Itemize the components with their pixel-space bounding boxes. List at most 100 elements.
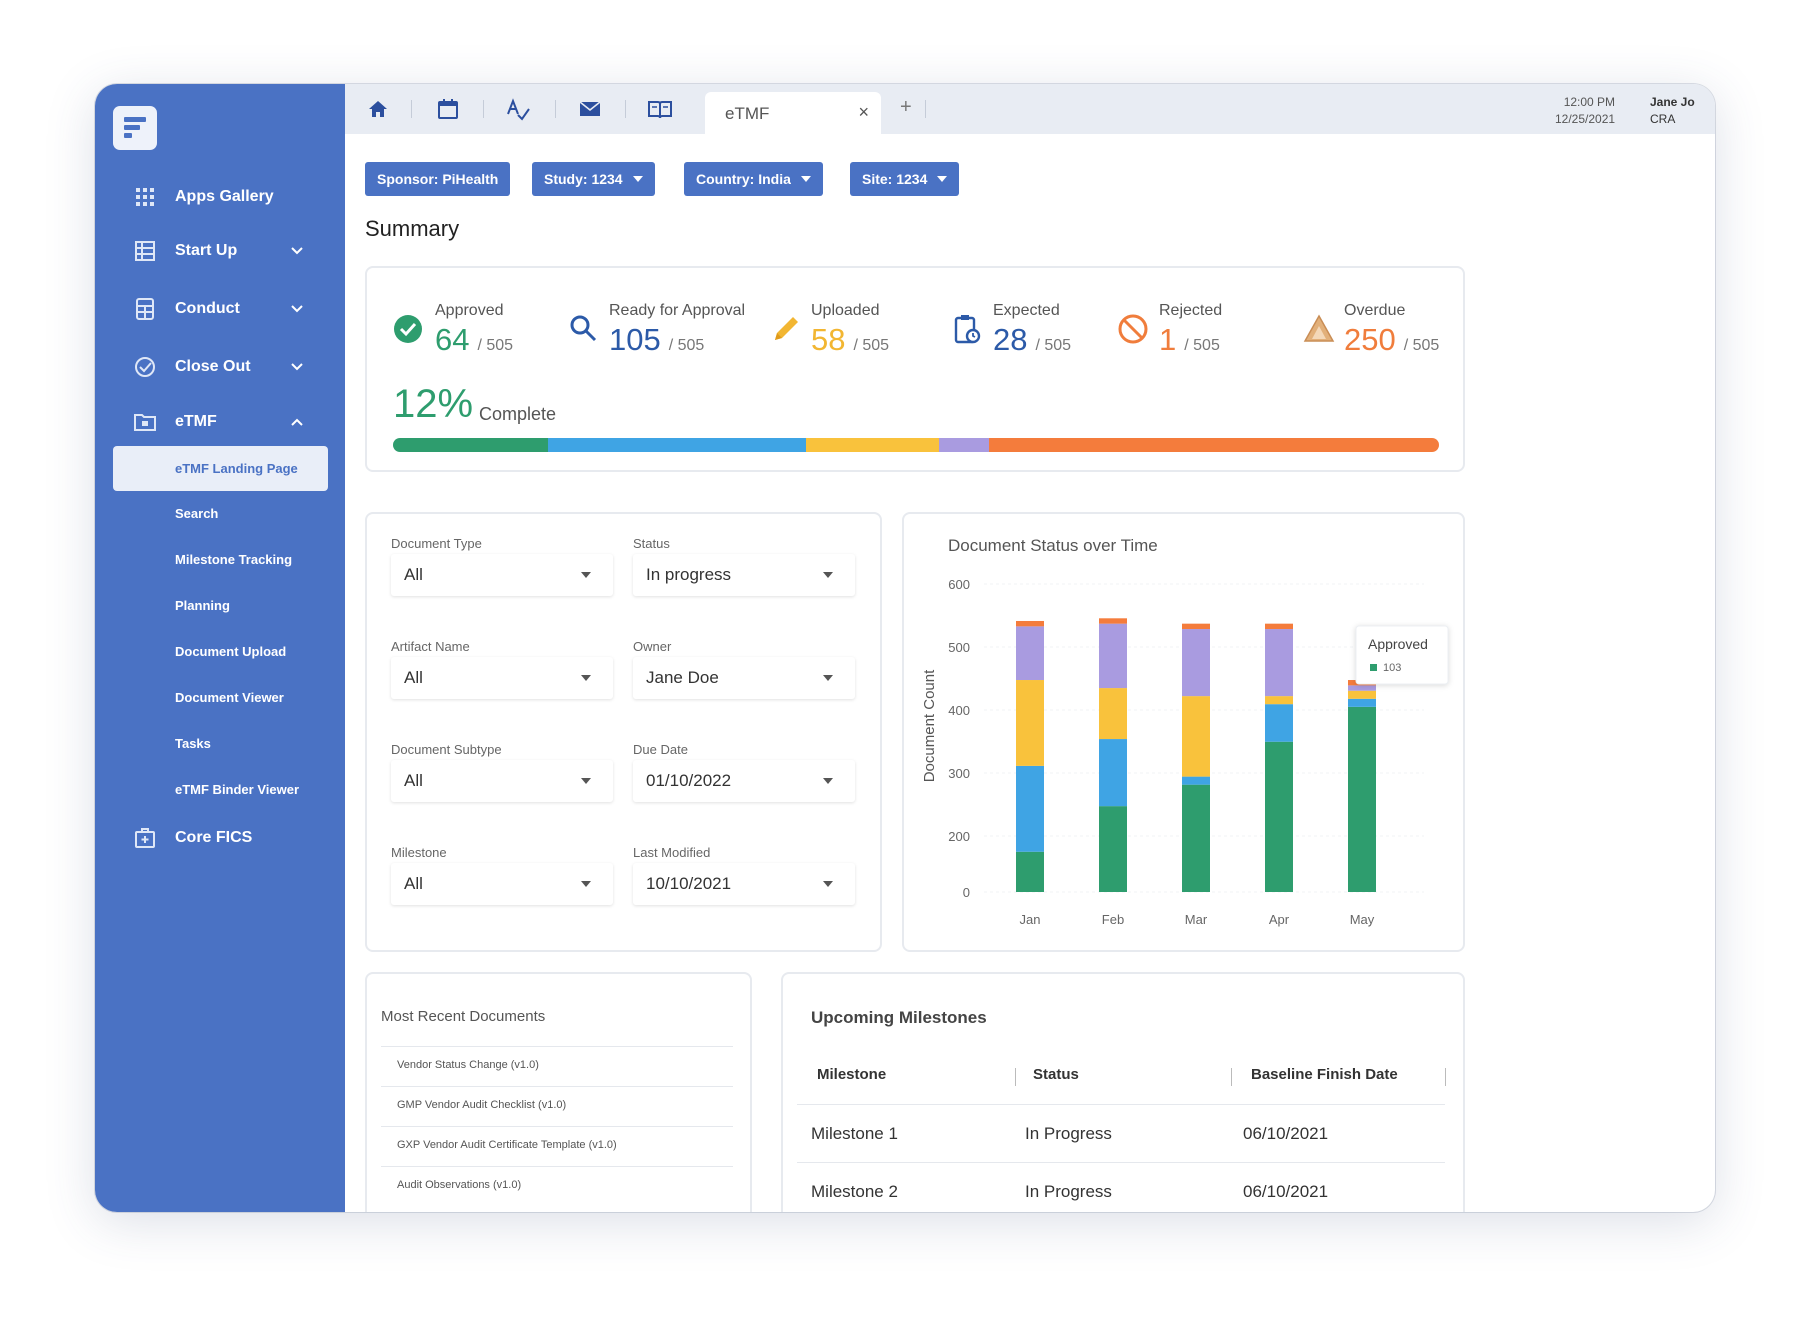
sidebar-item-close-out[interactable]: Close Out [95, 348, 345, 386]
sidebar-item-label: Start Up [175, 242, 238, 259]
due-date-select[interactable]: 01/10/2022 [633, 760, 855, 802]
sidebar-subitem-etmf-binder-viewer[interactable]: eTMF Binder Viewer [175, 782, 300, 797]
bar-segment-green[interactable] [1016, 851, 1044, 892]
bar-segment-blue[interactable] [1265, 704, 1293, 742]
home-icon[interactable] [365, 96, 391, 122]
row-divider [797, 1162, 1445, 1163]
document-type-label: Document Type [391, 536, 482, 551]
recent-documents-title: Most Recent Documents [381, 1008, 546, 1025]
recent-documents-card: Most Recent Documents Vendor Status Chan… [365, 972, 752, 1212]
stat-value: 28 [993, 322, 1028, 357]
bar-segment-blue[interactable] [1099, 739, 1127, 807]
tab-etmf[interactable]: eTMF × [705, 92, 881, 134]
progress-segment [393, 438, 548, 452]
y-tick-label: 500 [948, 640, 970, 655]
document-subtype-select[interactable]: All [391, 760, 613, 802]
column-header-milestone[interactable]: Milestone [817, 1066, 887, 1083]
stat-value: 250 [1344, 322, 1396, 357]
status-select[interactable]: In progress [633, 554, 855, 596]
chip-label: Sponsor: PiHealth [377, 171, 499, 187]
last-modified-select[interactable]: 10/10/2021 [633, 863, 855, 905]
date-cell: 06/10/2021 [1243, 1182, 1329, 1201]
column-header-baseline-finish-date[interactable]: Baseline Finish Date [1251, 1066, 1398, 1083]
sidebar-item-etmf[interactable]: eTMF [95, 403, 345, 441]
bar-segment-purple[interactable] [1348, 685, 1376, 691]
bar-segment-green[interactable] [1265, 741, 1293, 892]
app-logo[interactable] [113, 106, 157, 150]
bar-segment-purple[interactable] [1265, 629, 1293, 697]
select-value: All [404, 668, 423, 687]
recent-document-item[interactable]: Audit Observations (v1.0) [381, 1166, 733, 1206]
sidebar-subitem-tasks[interactable]: Tasks [175, 736, 211, 751]
select-value: All [404, 874, 423, 893]
sidebar-subitem-document-viewer[interactable]: Document Viewer [175, 690, 284, 705]
medical-bag-icon [135, 828, 155, 848]
spellcheck-icon[interactable] [505, 96, 531, 122]
sidebar-item-apps-gallery[interactable]: Apps Gallery [95, 178, 345, 216]
bar-segment-purple[interactable] [1016, 626, 1044, 681]
sidebar-subitem-search[interactable]: Search [175, 506, 219, 521]
sidebar-item-core-fics[interactable]: Core FICS [95, 819, 345, 857]
close-icon[interactable]: × [858, 102, 869, 122]
study-dropdown[interactable]: Study: 1234 [532, 162, 655, 196]
stat-label: Ready for Approval [609, 302, 746, 319]
milestone-select[interactable]: All [391, 863, 613, 905]
sidebar-subitem-planning[interactable]: Planning [175, 598, 230, 613]
bar-segment-yellow[interactable] [1182, 696, 1210, 777]
bar-segment-purple[interactable] [1182, 629, 1210, 697]
column-header-status[interactable]: Status [1033, 1066, 1079, 1083]
sponsor-chip[interactable]: Sponsor: PiHealth [365, 162, 511, 196]
bar-segment-yellow[interactable] [1016, 680, 1044, 766]
bar-segment-blue[interactable] [1182, 776, 1210, 785]
bar-segment-yellow[interactable] [1265, 696, 1293, 705]
owner-select[interactable]: Jane Doe [633, 657, 855, 699]
progress-segment [938, 438, 990, 452]
status-label: Status [633, 536, 670, 551]
divider [625, 100, 626, 118]
bar-segment-yellow[interactable] [1348, 690, 1376, 699]
document-type-select[interactable]: All [391, 554, 613, 596]
select-value: All [404, 565, 423, 584]
bar-segment-blue[interactable] [1016, 765, 1044, 852]
x-tick-label: Jan [1020, 912, 1041, 927]
sidebar-item-start-up[interactable]: Start Up [95, 232, 345, 270]
stat-label: Overdue [1344, 302, 1406, 319]
bar-segment-green[interactable] [1348, 706, 1376, 892]
bar-segment-green[interactable] [1182, 784, 1210, 892]
recent-document-item[interactable]: GXP Vendor Audit Certificate Template (v… [381, 1126, 733, 1166]
site-dropdown[interactable]: Site: 1234 [850, 162, 960, 196]
recent-document-item[interactable]: GMP Vendor Audit Checklist (v1.0) [381, 1086, 733, 1126]
bar-segment-yellow[interactable] [1099, 688, 1127, 740]
artifact-name-select[interactable]: All [391, 657, 613, 699]
sidebar-item-conduct[interactable]: Conduct [95, 290, 345, 328]
sidebar-item-label: Close Out [175, 358, 251, 375]
country-dropdown[interactable]: Country: India [684, 162, 823, 196]
recent-document-item[interactable]: Vendor Status Change (v1.0) [381, 1046, 733, 1086]
calendar-icon[interactable] [435, 96, 461, 122]
divider [411, 100, 412, 118]
bar-segment-orange[interactable] [1265, 623, 1293, 630]
mail-icon[interactable] [577, 96, 603, 122]
chevron-up-icon [291, 418, 303, 426]
bar-segment-orange[interactable] [1099, 618, 1127, 624]
tab-label: eTMF [725, 104, 770, 123]
bar-segment-green[interactable] [1099, 806, 1127, 892]
caret-down-icon [823, 881, 833, 887]
sidebar-subitem-milestone-tracking[interactable]: Milestone Tracking [175, 552, 293, 567]
bar-segment-purple[interactable] [1099, 623, 1127, 689]
bar-segment-orange[interactable] [1182, 623, 1210, 630]
stat-value: 64 [435, 322, 470, 357]
book-icon[interactable] [647, 96, 673, 122]
stat-total: / 505 [853, 337, 890, 354]
tooltip-label: Approved [1368, 636, 1428, 652]
sidebar-subitem-document-upload[interactable]: Document Upload [175, 644, 287, 659]
sidebar-subitem-etmf-landing-page[interactable]: eTMF Landing Page [175, 461, 298, 476]
caret-down-icon [823, 572, 833, 578]
add-tab-button[interactable]: + [900, 96, 912, 118]
divider [925, 100, 926, 118]
bar-segment-orange[interactable] [1016, 620, 1044, 627]
bar-segment-blue[interactable] [1348, 698, 1376, 707]
status-cell: In Progress [1025, 1182, 1112, 1201]
table-icon [135, 241, 155, 261]
user-info[interactable]: Jane Jo CRA [1650, 94, 1695, 128]
